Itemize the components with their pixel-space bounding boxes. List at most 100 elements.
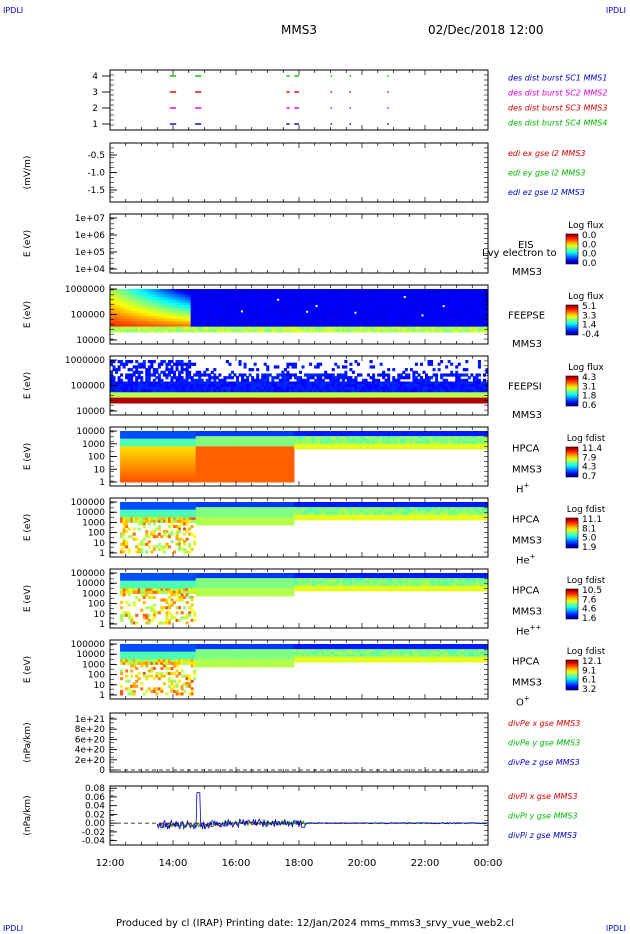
eis-ytick: 1e+06: [75, 231, 106, 241]
burst-ytick: 2: [92, 104, 98, 114]
feepse-ytick: 1000000: [65, 285, 105, 295]
burst-frame: [109, 69, 489, 131]
eis-instrument: EIS: [518, 240, 534, 251]
divpe-ytick: 6e+20: [75, 735, 106, 745]
feepse-spacecraft: MMS3: [512, 339, 542, 350]
x-tick-label: 20:00: [348, 858, 377, 869]
divpi-ytick: 0.02: [85, 810, 105, 820]
hpca_he-ytick: 100: [88, 529, 105, 539]
divpi-ytick: -0.04: [82, 837, 106, 847]
feepsi-spacecraft: MMS3: [512, 410, 542, 421]
divpe-legend-entry: divPe x gse MMS3: [508, 719, 580, 728]
eis-cbar-tick: 0.0: [582, 240, 597, 250]
hpca_h-cbar-title: Log fdist: [567, 434, 606, 444]
feepsi-ytick: 1000000: [65, 356, 105, 366]
hpca_he-ytick: 10: [94, 539, 106, 549]
hpca_h-cbar-tick: 7.9: [582, 453, 597, 463]
divpe-ylabel: (nPa/km): [23, 722, 33, 762]
divpi-frame: [109, 785, 489, 846]
divpi-ytick: 0.08: [85, 784, 105, 794]
divpe-frame: [109, 712, 489, 773]
corner-label-tr: IPDLI: [605, 6, 626, 15]
corner-label-tl: IPDLI: [3, 6, 24, 15]
hpca_hepp-species: He++: [516, 624, 542, 638]
hpca_he-cbar-tick: 8.1: [582, 524, 596, 534]
divpi-series-blue: [156, 792, 488, 830]
divpi-legend-entry: divPi x gse MMS3: [508, 792, 578, 801]
hpca_o-ytick: 10: [94, 681, 106, 691]
burst-ytick: 4: [92, 72, 98, 82]
eis-colorbar: [565, 233, 579, 265]
hpca_o-instrument: HPCA: [512, 657, 540, 668]
feepsi-cbar-tick: 1.8: [582, 392, 597, 402]
burst-legend-entry: des dist burst SC4 MMS4: [508, 119, 607, 128]
feepsi-spectrogram: [110, 360, 489, 404]
hpca_he-ytick: 10000: [76, 508, 105, 518]
divpi-legend-entry: divPi y gse MMS3: [508, 812, 578, 821]
hpca_he-instrument: HPCA: [512, 515, 540, 526]
eis-cbar-tick: 0.0: [582, 250, 597, 260]
x-tick-label: 22:00: [411, 858, 440, 869]
feepsi-ylabel: E (eV): [23, 372, 33, 399]
feepsi-ytick: 10000: [76, 407, 105, 417]
hpca_he-species: He+: [516, 553, 536, 567]
hpca_h-ytick: 100: [88, 453, 105, 463]
edi-ytick: -1.0: [87, 169, 105, 179]
hpca_he-colorbar: [565, 517, 579, 549]
hpca_h-spacecraft: MMS3: [512, 465, 542, 476]
eis-ytick: 1e+07: [75, 214, 105, 224]
burst-legend-entry: des dist burst SC1 MMS1: [508, 74, 607, 83]
hpca_he-ytick: 100000: [71, 498, 106, 508]
feepsi-cbar-tick: 4.3: [582, 373, 596, 383]
burst-ytick: 3: [92, 88, 98, 98]
hpca_o-spacecraft: MMS3: [512, 678, 542, 689]
feepsi-cbar-tick: 0.6: [582, 401, 597, 411]
hpca_o-cbar-tick: 6.1: [582, 676, 596, 686]
edi-ytick: -0.5: [87, 151, 105, 161]
hpca_hepp-instrument: HPCA: [512, 586, 540, 597]
corner-label-bl: IPDLI: [3, 924, 24, 933]
hpca_h-cbar-tick: 0.7: [582, 472, 596, 482]
eis-ylabel: E (eV): [23, 230, 33, 257]
hpca_h-cbar-tick: 11.4: [582, 444, 602, 454]
hpca_o-spectrogram: [120, 644, 489, 696]
feepsi-instrument: FEEPSI: [508, 382, 542, 393]
hpca_o-ytick: 10000: [76, 650, 105, 660]
divpe-ytick: 0: [99, 766, 105, 776]
feepse-cbar-tick: -0.4: [582, 330, 600, 340]
edi-ylabel: (mV/m): [23, 156, 33, 190]
hpca_h-ylabel: E (eV): [23, 443, 33, 470]
hpca_o-colorbar: [565, 659, 579, 691]
hpca_he-cbar-title: Log fdist: [567, 505, 606, 515]
eis-ytick: 1e+05: [75, 248, 105, 258]
hpca_hepp-ytick: 100000: [71, 569, 106, 579]
hpca_he-charge: +: [530, 553, 536, 561]
feepse-colorbar: [565, 304, 579, 336]
hpca_h-ytick: 10000: [76, 427, 105, 437]
divpi-ytick: 0.04: [85, 802, 105, 812]
feepse-ytick: 100000: [71, 311, 106, 321]
divpe-ytick: 8e+20: [75, 725, 106, 735]
eis-species: Lvy electron to: [482, 248, 557, 259]
x-tick-label: 18:00: [285, 858, 314, 869]
divpe-ytick: 2e+20: [75, 756, 106, 766]
feepsi-cbar-title: Log flux: [568, 363, 604, 373]
divpe-legend-entry: divPe y gse MMS3: [508, 739, 580, 748]
divpe-ytick: 4e+20: [75, 746, 106, 756]
hpca_he-cbar-tick: 11.1: [582, 515, 602, 525]
hpca_hepp-cbar-title: Log fdist: [567, 576, 606, 586]
hpca_he-cbar-tick: 5.0: [582, 534, 597, 544]
hpca_o-ytick: 1: [99, 691, 105, 701]
hpca_hepp-colorbar: [565, 588, 579, 620]
divpi-ytick: 0.06: [85, 793, 105, 803]
hpca_hepp-ytick: 10: [94, 610, 106, 620]
feepse-ytick: 10000: [76, 336, 105, 346]
hpca_o-ytick: 1000: [82, 660, 105, 670]
hpca_hepp-spacecraft: MMS3: [512, 607, 542, 618]
burst-ytick: 1: [92, 120, 98, 130]
hpca_hepp-cbar-tick: 1.6: [582, 614, 597, 624]
hpca_h-charge: +: [524, 482, 530, 490]
hpca_he-ytick: 1: [99, 549, 105, 559]
hpca_h-colorbar: [565, 446, 579, 478]
feepsi-ytick: 100000: [71, 382, 106, 392]
